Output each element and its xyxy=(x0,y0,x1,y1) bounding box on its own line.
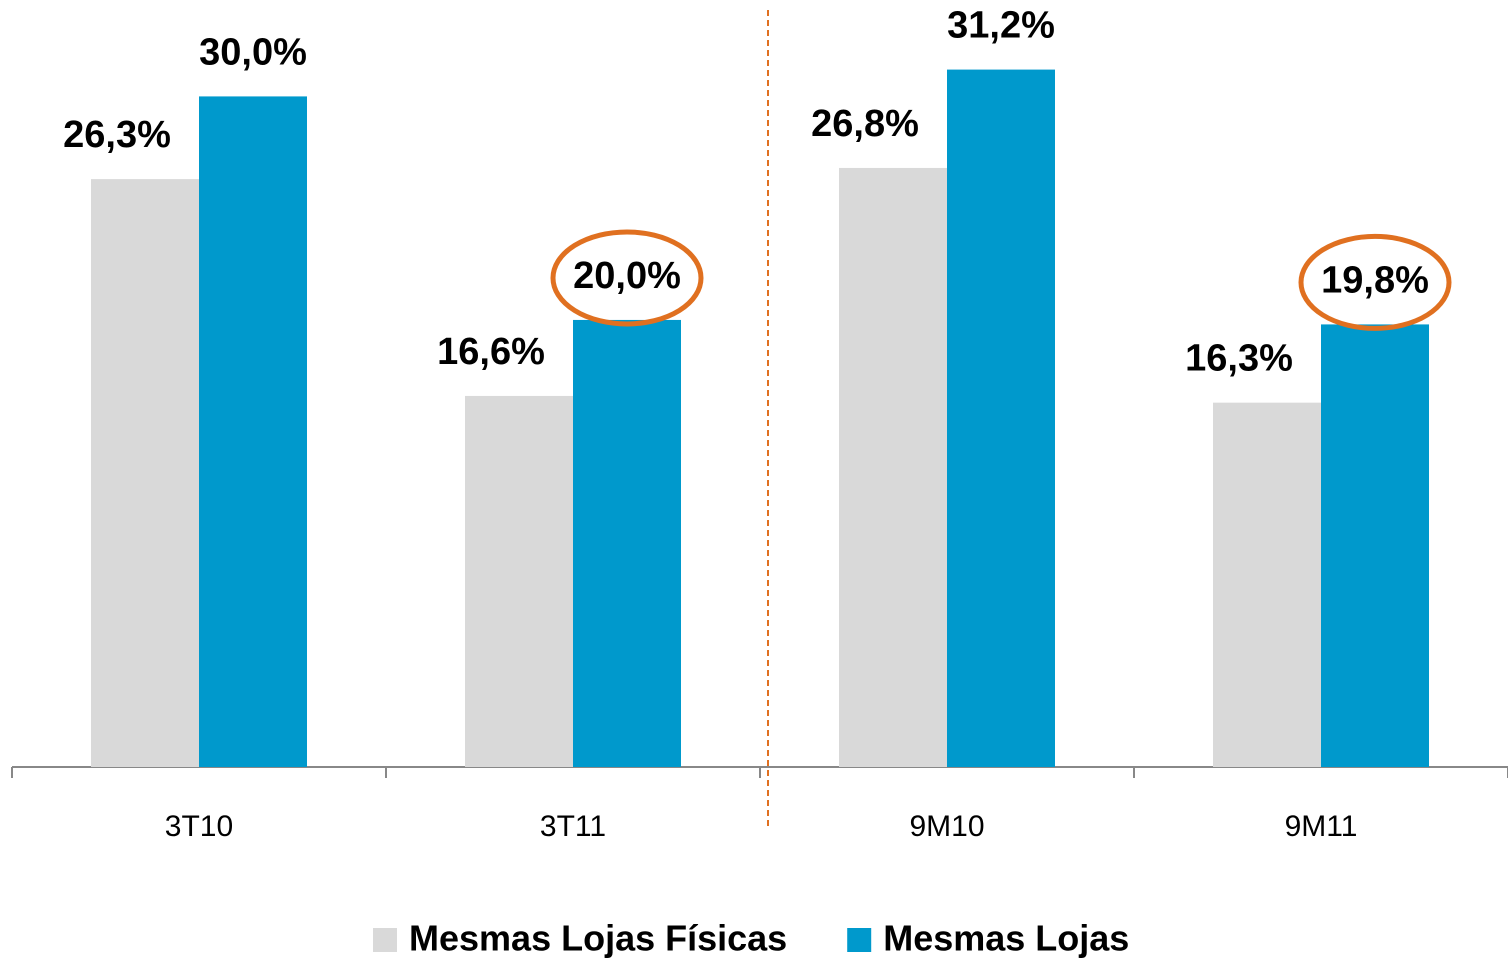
x-tick-label: 9M11 xyxy=(1285,810,1358,843)
bar xyxy=(1321,324,1429,767)
x-tick-label: 9M10 xyxy=(909,810,984,843)
x-tick-label: 3T10 xyxy=(165,810,233,843)
bar xyxy=(199,96,307,768)
bar xyxy=(465,395,573,767)
data-label: 16,6% xyxy=(437,331,545,373)
legend-swatch xyxy=(373,928,397,952)
data-label: 31,2% xyxy=(947,5,1055,47)
legend-label: Mesmas Lojas Físicas xyxy=(409,918,787,959)
highlight-circle xyxy=(1298,233,1452,331)
data-label: 26,8% xyxy=(811,103,919,145)
data-label: 16,3% xyxy=(1185,338,1293,380)
legend-label: Mesmas Lojas xyxy=(883,918,1129,959)
bar xyxy=(573,319,681,767)
bar xyxy=(91,179,199,767)
bar xyxy=(839,167,947,768)
highlight-circle xyxy=(550,229,704,327)
data-label: 30,0% xyxy=(199,31,307,73)
data-label: 19,8% xyxy=(1321,259,1429,301)
data-label: 20,0% xyxy=(573,255,681,297)
bar xyxy=(947,69,1055,767)
legend-swatch xyxy=(847,928,872,952)
data-label: 26,3% xyxy=(63,114,171,156)
bar xyxy=(1213,402,1321,767)
x-tick-label: 3T11 xyxy=(540,810,606,843)
